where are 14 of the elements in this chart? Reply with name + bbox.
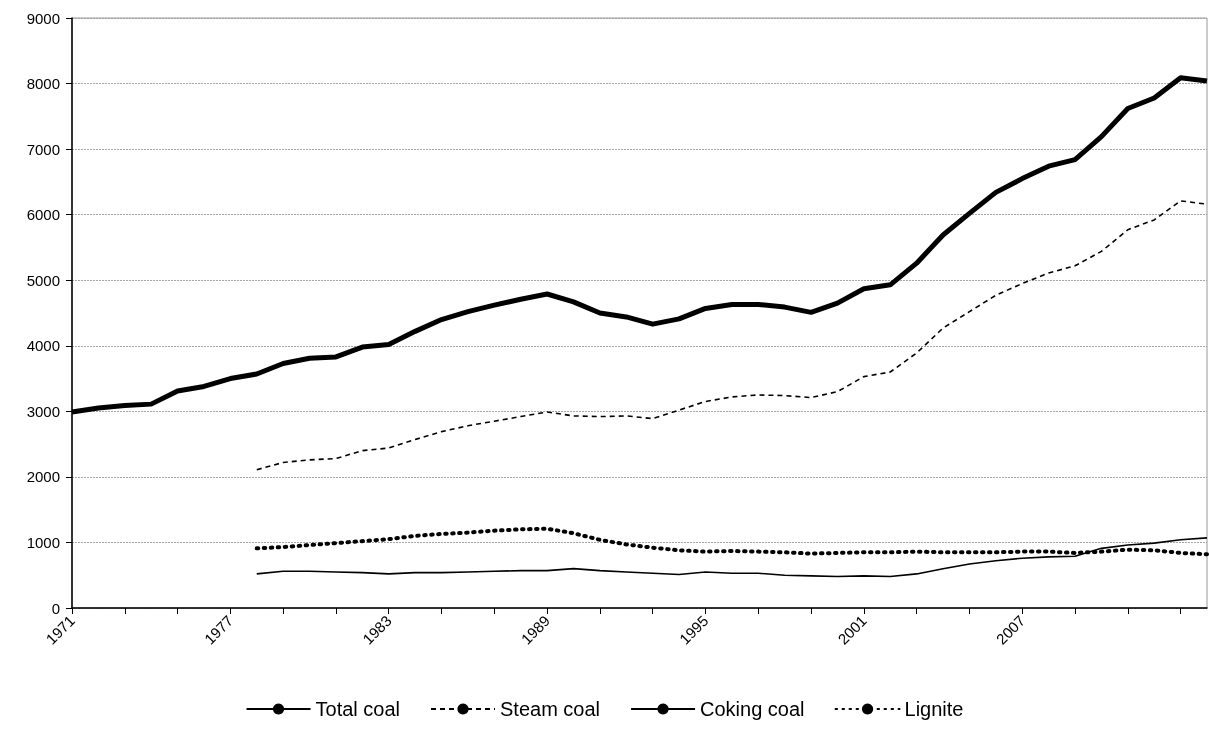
y-tick-label: 8000 bbox=[26, 75, 60, 93]
legend-label: Coking coal bbox=[700, 698, 805, 720]
y-tick-label: 3000 bbox=[26, 402, 60, 420]
y-tick-label: 4000 bbox=[26, 337, 60, 355]
legend-label: Steam coal bbox=[500, 698, 601, 720]
y-tick-label: 5000 bbox=[26, 271, 60, 289]
y-tick-label: 2000 bbox=[26, 468, 60, 486]
legend-label: Total coal bbox=[315, 698, 401, 720]
y-tick-label: 7000 bbox=[26, 140, 60, 158]
y-tick-label: 1000 bbox=[26, 533, 60, 551]
y-tick-label: 0 bbox=[51, 599, 60, 617]
y-tick-label: 9000 bbox=[26, 9, 60, 27]
y-tick-label: 6000 bbox=[26, 206, 60, 224]
legend-label: Lignite bbox=[904, 698, 964, 720]
